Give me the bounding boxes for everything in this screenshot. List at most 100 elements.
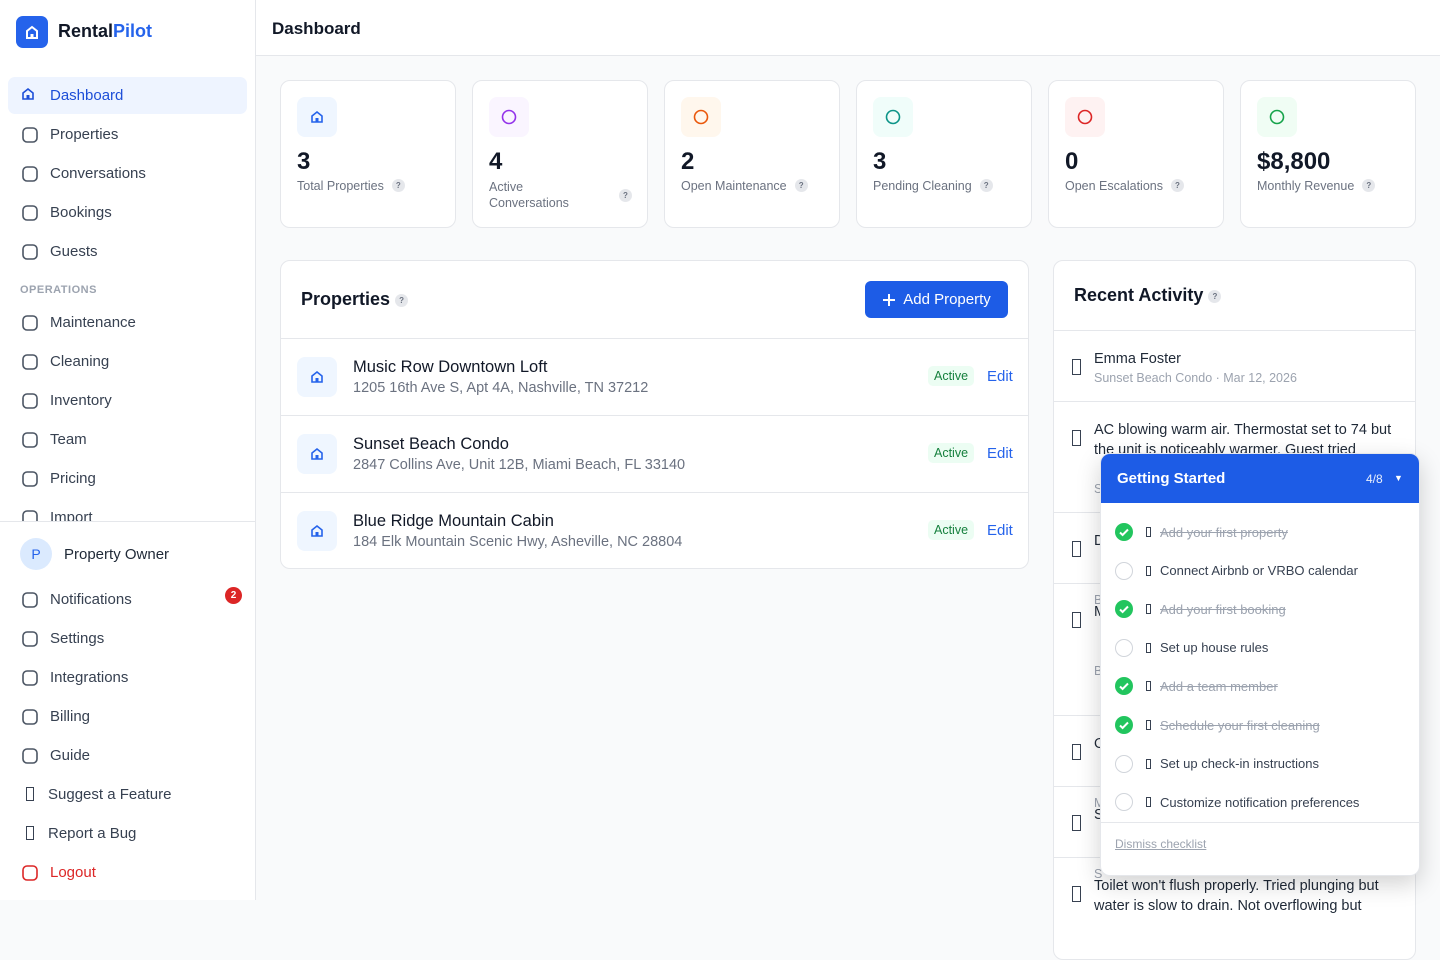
nav-item[interactable]: Team bbox=[8, 421, 247, 458]
activity-meta: Sunset Beach Condo · Mar 12, 2026 bbox=[1094, 371, 1297, 385]
activity-meta: B bbox=[1094, 593, 1103, 607]
missing-glyph bbox=[1072, 744, 1081, 760]
icon bbox=[22, 670, 38, 686]
stat-value: 4 bbox=[489, 148, 503, 175]
missing-glyph bbox=[1146, 527, 1151, 537]
divider bbox=[1101, 822, 1419, 823]
missing-glyph bbox=[1146, 797, 1151, 808]
activity-meta: S bbox=[1094, 482, 1103, 496]
help-icon: ? bbox=[391, 179, 405, 192]
missing-glyph bbox=[1146, 758, 1151, 769]
nav-label: Maintenance bbox=[50, 314, 136, 331]
nav-label: Properties bbox=[50, 126, 119, 143]
checklist-item[interactable]: Add a team member bbox=[1115, 676, 1415, 696]
checklist-item[interactable]: Add your first property bbox=[1115, 522, 1415, 542]
nav-item[interactable]: Guests bbox=[8, 233, 247, 270]
missing-glyph bbox=[1072, 359, 1081, 375]
activity-meta: S bbox=[1094, 867, 1103, 881]
nav-item[interactable]: Settings bbox=[8, 620, 247, 657]
help-icon: ? bbox=[619, 188, 632, 202]
nav-item[interactable]: Notifications 2 bbox=[8, 581, 247, 618]
nav-item[interactable]: Guide bbox=[8, 737, 247, 774]
activity-text: O bbox=[1094, 734, 1399, 754]
nav-item[interactable]: Dashboard bbox=[8, 77, 247, 114]
help-icon: ? bbox=[1208, 289, 1222, 303]
nav-item[interactable]: Cleaning bbox=[8, 343, 247, 380]
property-address: 184 Elk Mountain Scenic Hwy, Asheville, … bbox=[353, 534, 683, 550]
stat-label: Monthly Revenue bbox=[1257, 179, 1355, 193]
missing-glyph bbox=[1146, 565, 1151, 576]
property-name: Blue Ridge Mountain Cabin bbox=[353, 512, 554, 530]
nav-item[interactable]: Report a Bug bbox=[8, 815, 247, 852]
checklist-item[interactable]: Customize notification preferences bbox=[1115, 792, 1415, 812]
checklist-item[interactable]: Set up house rules bbox=[1115, 638, 1415, 658]
nav-item[interactable]: Billing bbox=[8, 698, 247, 735]
stat-icon bbox=[489, 97, 529, 137]
dismiss-link[interactable]: Dismiss checklist bbox=[1115, 837, 1207, 851]
icon bbox=[22, 166, 38, 182]
help-icon: ? bbox=[794, 179, 808, 192]
activity-text: Emma Foster bbox=[1094, 351, 1182, 367]
nav-item[interactable]: Bookings bbox=[8, 194, 247, 231]
top-bar: Dashboard bbox=[256, 0, 1440, 56]
nav-label: Integrations bbox=[50, 669, 129, 686]
check-done bbox=[1115, 523, 1133, 541]
missing-glyph bbox=[26, 826, 34, 840]
brand: RentalPilot bbox=[58, 21, 152, 42]
notification-badge: 2 bbox=[225, 587, 242, 604]
stat-card: 4 Active Conversations? bbox=[472, 80, 648, 228]
stat-label-row: Open Escalations? bbox=[1065, 179, 1225, 193]
icon bbox=[22, 748, 38, 764]
nav-item[interactable]: Import bbox=[8, 499, 247, 521]
activity-text: Toilet won't flush properly. Tried plung… bbox=[1094, 878, 1379, 914]
icon bbox=[22, 205, 38, 221]
nav-item[interactable]: Properties bbox=[8, 116, 247, 153]
help-icon: ? bbox=[1170, 179, 1184, 192]
stat-card: 2 Open Maintenance? bbox=[664, 80, 840, 228]
edit-link[interactable]: Edit bbox=[987, 445, 1013, 462]
icon bbox=[22, 87, 34, 100]
icon bbox=[885, 109, 901, 125]
nav-item[interactable]: Inventory bbox=[8, 382, 247, 419]
nav-item[interactable]: Conversations bbox=[8, 155, 247, 192]
nav-label: Suggest a Feature bbox=[48, 786, 172, 803]
user-block: P Property Owner bbox=[0, 521, 255, 585]
nav-item[interactable]: Suggest a Feature bbox=[8, 776, 247, 813]
checklist-text: Add your first property bbox=[1160, 524, 1288, 540]
edit-link[interactable]: Edit bbox=[987, 368, 1013, 385]
icon bbox=[22, 510, 38, 521]
stat-label: Open Maintenance bbox=[681, 179, 787, 193]
property-row: Sunset Beach Condo 2847 Collins Ave, Unit… bbox=[281, 416, 1028, 493]
property-address: 2847 Collins Ave, Unit 12B, Miami Beach,… bbox=[353, 457, 686, 473]
add-property-button[interactable]: Add Property bbox=[865, 281, 1008, 318]
stat-label-row: Open Maintenance? bbox=[681, 179, 841, 193]
checkmark bbox=[1119, 528, 1129, 537]
toggle[interactable]: ▼ bbox=[1394, 473, 1403, 483]
help-icon: ? bbox=[395, 293, 409, 307]
checklist-header[interactable]: Getting Started 4/8 ▼ bbox=[1101, 454, 1419, 503]
button-label: Add Property bbox=[903, 291, 991, 308]
icon bbox=[22, 471, 38, 487]
sidebar: RentalPilot Dashboard Properties Conversat… bbox=[0, 0, 256, 900]
checklist-item[interactable]: Set up check-in instructions bbox=[1115, 754, 1415, 774]
edit-link[interactable]: Edit bbox=[987, 522, 1013, 539]
icon bbox=[22, 393, 38, 409]
nav-item[interactable]: Pricing bbox=[8, 460, 247, 497]
activity-text: S bbox=[1094, 807, 1104, 823]
nav-item[interactable]: Maintenance bbox=[8, 304, 247, 341]
checkmark bbox=[1119, 683, 1129, 691]
icon bbox=[311, 447, 323, 460]
checklist-title: Getting Started bbox=[1117, 470, 1226, 487]
checklist-text: Schedule your first cleaning bbox=[1160, 717, 1320, 733]
nav-label: Report a Bug bbox=[48, 825, 137, 842]
nav-item[interactable]: Integrations bbox=[8, 659, 247, 696]
nav-item[interactable]: Logout bbox=[8, 854, 247, 891]
checklist-item[interactable]: Connect Airbnb or VRBO calendar bbox=[1115, 561, 1415, 581]
check-open bbox=[1115, 754, 1133, 773]
nav-label: Team bbox=[50, 431, 87, 448]
missing-glyph bbox=[26, 787, 34, 801]
property-icon bbox=[297, 434, 337, 474]
checklist-item[interactable]: Schedule your first cleaning bbox=[1115, 715, 1415, 735]
check-done bbox=[1115, 600, 1133, 619]
checklist-item[interactable]: Add your first booking bbox=[1115, 599, 1415, 619]
